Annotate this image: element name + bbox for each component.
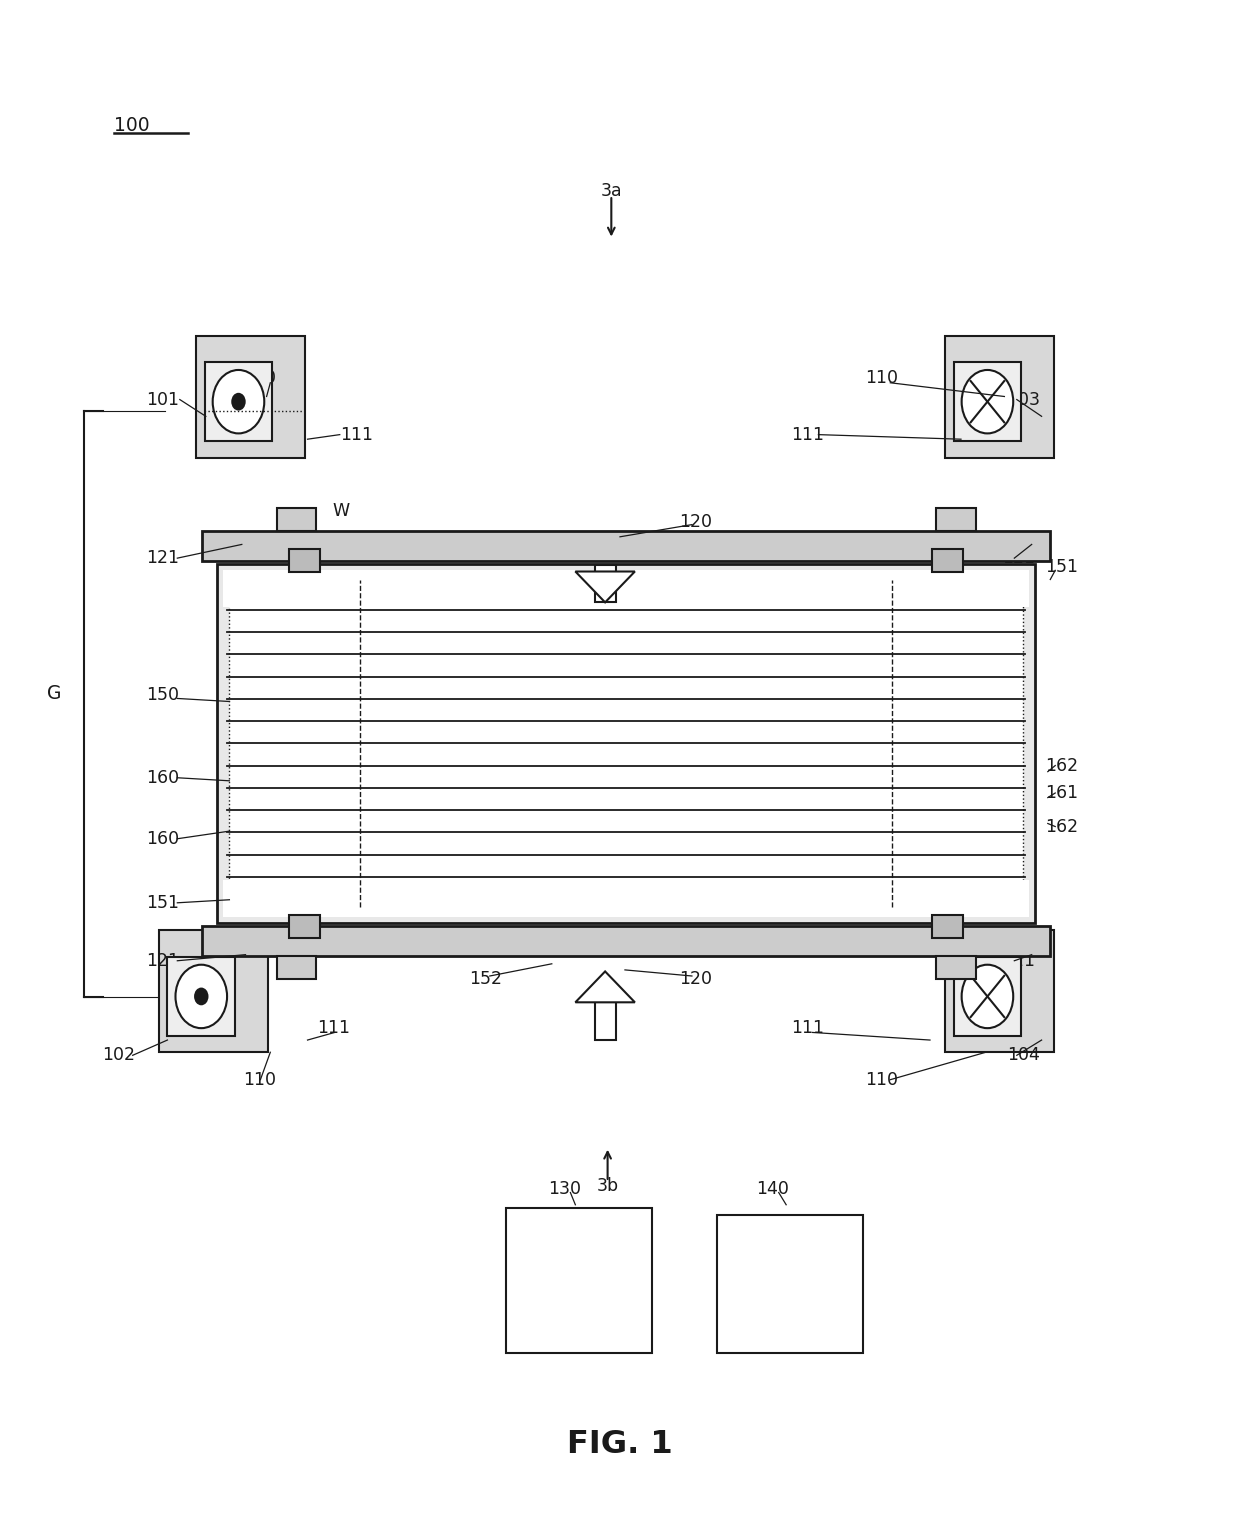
Text: 120: 120 [680,512,713,531]
Circle shape [962,371,1013,433]
Text: 140: 140 [756,1180,790,1199]
Text: 111: 111 [340,425,373,444]
Text: 110: 110 [243,369,277,387]
Text: 102: 102 [102,1046,135,1064]
Text: 151: 151 [1045,558,1079,576]
Text: 3b: 3b [596,1177,619,1196]
Bar [289,549,320,572]
Bar [277,956,316,979]
Bar [954,956,1022,1035]
Circle shape [176,965,227,1028]
Text: 121: 121 [1002,549,1035,567]
Text: 130: 130 [548,1180,582,1199]
Bar [506,1208,652,1353]
Bar [945,336,1054,458]
Text: 101: 101 [146,390,180,409]
Text: 152: 152 [469,970,502,988]
Bar [717,1215,863,1353]
Circle shape [231,393,246,410]
Text: 120: 120 [680,970,713,988]
Bar [196,336,305,458]
Circle shape [962,965,1013,1028]
Bar [932,549,963,572]
Bar [945,930,1054,1052]
Bar [223,880,1029,917]
Text: 121: 121 [1002,952,1035,970]
Bar [954,361,1022,441]
Bar [205,361,273,441]
Text: 162: 162 [1045,756,1079,775]
Bar [217,564,1035,923]
Bar [936,508,976,531]
Bar [595,564,615,602]
Bar [595,1002,615,1040]
Text: 110: 110 [866,369,899,387]
Text: 3a: 3a [600,181,622,200]
Bar [229,580,1023,907]
Text: 151: 151 [146,894,180,912]
Circle shape [193,988,208,1005]
Text: 160: 160 [146,769,180,787]
Bar [936,956,976,979]
Bar [159,930,268,1052]
Text: 111: 111 [791,1019,825,1037]
Text: 103: 103 [1007,390,1040,409]
Text: 121: 121 [146,952,180,970]
Bar [289,915,320,938]
Polygon shape [575,971,635,1002]
Text: W: W [332,502,350,520]
Text: 100: 100 [114,116,150,134]
Bar [202,926,1050,956]
Bar [932,915,963,938]
Bar [277,508,316,531]
Text: 162: 162 [1045,817,1079,836]
Bar [223,570,1029,607]
Circle shape [213,371,264,433]
Text: FIG. 1: FIG. 1 [567,1429,673,1459]
Text: 111: 111 [317,1019,351,1037]
Text: 160: 160 [146,830,180,848]
Text: 121: 121 [146,549,180,567]
Text: 110: 110 [243,1071,277,1089]
Text: 110: 110 [866,1071,899,1089]
Polygon shape [575,572,635,602]
Text: 150: 150 [146,686,180,705]
Text: 111: 111 [791,425,825,444]
Text: G: G [47,685,62,703]
Bar [167,956,236,1035]
Text: 104: 104 [1007,1046,1040,1064]
Bar [202,531,1050,561]
Text: 161: 161 [1045,784,1079,802]
